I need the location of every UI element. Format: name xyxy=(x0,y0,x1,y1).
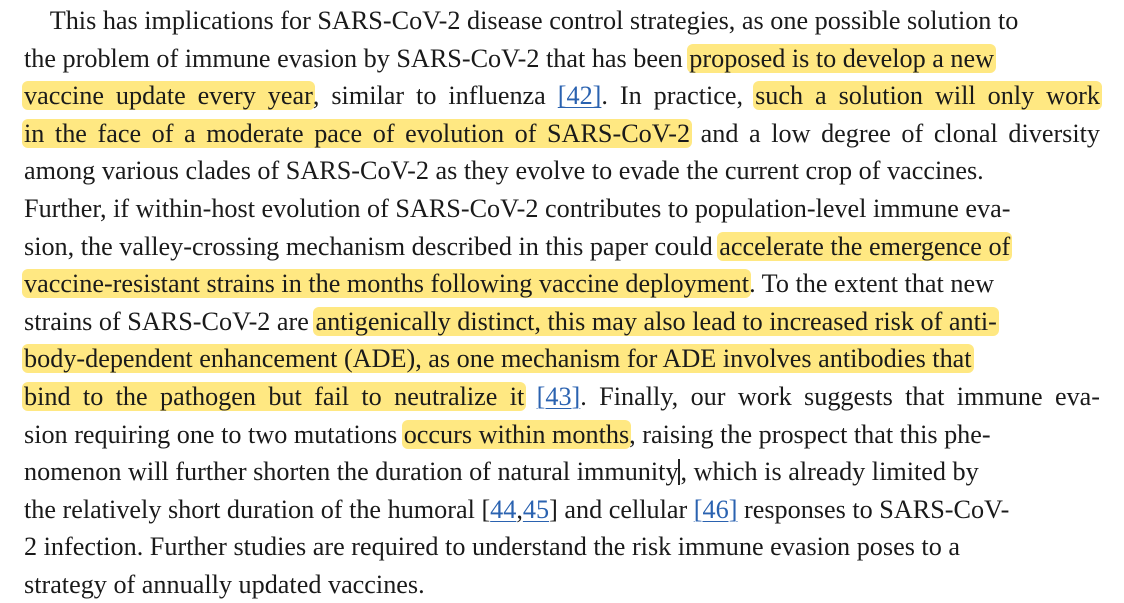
text-segment: responses to SARS-CoV- xyxy=(737,494,1010,524)
text-segment: , xyxy=(516,494,523,524)
highlighted-text[interactable]: accelerate the emergence of xyxy=(717,231,1013,261)
text-line: body-dependent enhancement (ADE), as one… xyxy=(22,342,974,376)
highlighted-text[interactable]: bind to the pathogen but fail to neutral… xyxy=(22,382,527,411)
text-segment: . Finally, our work suggests that immune… xyxy=(580,382,1101,411)
text-segment: , similar to influenza xyxy=(312,81,558,111)
text-segment: , which is already limited by xyxy=(680,457,979,487)
text-line: sion requiring one to two mutations occu… xyxy=(24,418,991,452)
text-segment: strategy of annually updated vaccines. xyxy=(24,570,425,599)
highlighted-text[interactable]: in the face of a moderate pace of evolut… xyxy=(22,118,693,148)
highlighted-text[interactable]: such a solution will only work xyxy=(753,81,1102,111)
citation-link[interactable]: [42] xyxy=(557,81,602,111)
text-segment: and a low degree of clonal diversity xyxy=(690,118,1101,148)
text-line: nomenon will further shorten the duratio… xyxy=(24,455,979,489)
text-line: This has implications for SARS-CoV-2 dis… xyxy=(24,4,1019,38)
text-line: bind to the pathogen but fail to neutral… xyxy=(22,380,1101,414)
text-segment: 2 infection. Further studies are require… xyxy=(24,532,960,562)
text-line: among various clades of SARS-CoV-2 as th… xyxy=(24,154,984,188)
text-segment: and cellular xyxy=(557,494,694,524)
highlighted-text[interactable]: vaccine-resistant strains in the months … xyxy=(22,269,752,299)
text-segment: . In practice, xyxy=(601,81,756,111)
highlighted-text[interactable]: proposed is to develop a new xyxy=(687,43,997,73)
highlighted-text[interactable]: vaccine update every year xyxy=(22,81,315,111)
text-segment: ] xyxy=(549,494,558,524)
text-segment: the problem of immune evasion by SARS-Co… xyxy=(24,43,690,73)
text-cursor xyxy=(677,459,680,486)
text-line: the problem of immune evasion by SARS-Co… xyxy=(24,42,997,76)
text-segment: sion, the valley-crossing mechanism desc… xyxy=(24,231,720,261)
text-line: vaccine update every year, similar to in… xyxy=(22,79,1102,113)
text-line: sion, the valley-crossing mechanism desc… xyxy=(24,230,1013,264)
text-line: vaccine-resistant strains in the months … xyxy=(22,267,995,301)
text-line: Further, if within-host evolution of SAR… xyxy=(24,192,1010,226)
text-line: in the face of a moderate pace of evolut… xyxy=(22,117,1101,151)
text-segment: sion requiring one to two mutations xyxy=(24,419,404,449)
highlighted-text[interactable]: body-dependent enhancement (ADE), as one… xyxy=(22,344,974,374)
text-segment xyxy=(524,382,536,411)
citation-link[interactable]: 45 xyxy=(522,494,550,524)
text-segment: This has implications for SARS-CoV-2 dis… xyxy=(24,6,1019,35)
text-segment: among various clades of SARS-CoV-2 as th… xyxy=(24,156,984,186)
text-segment: nomenon will further shorten the duratio… xyxy=(24,457,679,487)
highlighted-text[interactable]: antigenically distinct, this may also le… xyxy=(313,306,999,336)
citation-link[interactable]: [46] xyxy=(693,494,738,524)
citation-link[interactable]: 44 xyxy=(490,494,517,524)
text-segment: Further, if within-host evolution of SAR… xyxy=(24,194,1011,223)
text-segment: , raising the prospect that this phe- xyxy=(629,419,991,449)
highlighted-text[interactable]: occurs within months xyxy=(401,419,632,449)
text-line: 2 infection. Further studies are require… xyxy=(24,530,960,564)
text-segment: [ xyxy=(481,494,491,524)
text-segment: . To the extent that new xyxy=(749,269,995,299)
text-segment: the relatively short duration of the hum… xyxy=(24,494,482,524)
text-line: the relatively short duration of the hum… xyxy=(24,493,1009,527)
text-line: strains of SARS-CoV-2 are antigenically … xyxy=(24,305,999,339)
text-segment: strains of SARS-CoV-2 are xyxy=(24,306,316,336)
text-line: strategy of annually updated vaccines. xyxy=(24,568,425,602)
citation-link[interactable]: [43] xyxy=(536,382,581,411)
